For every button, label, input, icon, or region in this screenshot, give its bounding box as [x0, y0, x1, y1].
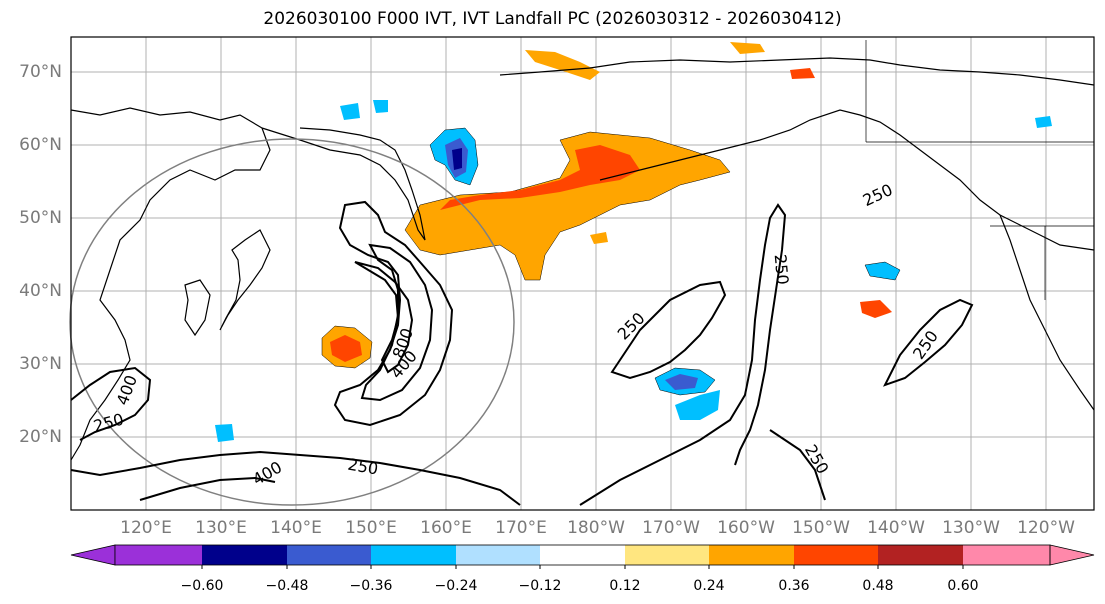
contour-southwest-loop — [70, 366, 152, 441]
colorbar-bin — [794, 545, 878, 565]
arctic-positive-strip — [525, 50, 600, 80]
colorbar-extend-low — [70, 544, 116, 566]
map-frame — [70, 36, 1095, 511]
bering-sea-core-positive — [440, 145, 640, 210]
colorbar-bin — [709, 545, 794, 565]
contour-east-pacific-loop — [883, 298, 974, 387]
lat-label: 40°N — [19, 281, 62, 301]
lon-label: 130°W — [942, 518, 1000, 538]
lon-label: 140°W — [867, 518, 925, 538]
negative-ivt-fills — [215, 100, 1052, 442]
central-pacific-negative-tail — [675, 390, 720, 420]
colorbar-tick-label: 0.12 — [609, 578, 641, 594]
lon-label: 170°E — [495, 518, 547, 538]
reference-circle — [69, 138, 515, 506]
bering-sea-positive-region — [404, 131, 731, 281]
lon-label: 160°W — [717, 518, 775, 538]
contour-central-pacific-loop — [610, 280, 727, 380]
east-asia-coastline — [70, 107, 271, 461]
colorbar-tick-label: −0.36 — [349, 578, 393, 594]
lon-label: 170°W — [642, 518, 700, 538]
colorbar-bin — [371, 545, 456, 565]
colorbar-tick-label: −0.24 — [434, 578, 478, 594]
lat-label: 30°N — [19, 354, 62, 374]
contour-japan-jet-mid — [360, 243, 434, 402]
lon-label: 160°E — [420, 518, 472, 538]
colorbar-tick-label: −0.12 — [518, 578, 562, 594]
kamchatka-negative-deep — [452, 148, 462, 170]
colorbar-extend-high — [1049, 544, 1095, 566]
colorbar-bin — [963, 545, 1050, 565]
arctic-negative-small — [340, 103, 360, 120]
colorbar-tick-label: 0.48 — [862, 578, 894, 594]
colorbar-bin — [287, 545, 371, 565]
colorbar-tick-label: 0.60 — [947, 578, 979, 594]
lon-label: 140°E — [270, 518, 322, 538]
contour-east-pacific-diagonal — [769, 429, 826, 501]
contour-japan-jet-outer — [333, 200, 454, 427]
central-pacific-negative-core — [665, 374, 698, 390]
japan-islands — [219, 229, 271, 331]
lat-label: 70°N — [19, 62, 62, 82]
lat-label: 50°N — [19, 208, 62, 228]
contour-label: 250 — [771, 253, 793, 285]
lon-label: 130°E — [195, 518, 247, 538]
kamchatka-coast — [261, 127, 426, 241]
east-pacific-positive — [860, 300, 892, 318]
colorbar-bin — [456, 545, 540, 565]
northeast-pacific-negative — [864, 261, 901, 281]
lon-label: 180°W — [567, 518, 625, 538]
ivt-contours — [70, 200, 974, 506]
colorbar-bin — [625, 545, 709, 565]
positive-ivt-fills — [321, 42, 892, 369]
colorbar-bin — [878, 545, 963, 565]
tropics-negative-small — [215, 424, 234, 442]
colorbar-bin — [202, 545, 287, 565]
arctic-positive-small — [730, 42, 765, 54]
contour-south-loop — [70, 450, 521, 506]
colorbar — [70, 544, 1095, 569]
korea-peninsula — [184, 279, 211, 337]
contour-south-inner — [139, 476, 276, 501]
colorbar-tick-label: 0.24 — [693, 578, 725, 594]
colorbar-bin — [115, 545, 202, 565]
arctic-coast — [499, 57, 1095, 86]
borders — [865, 40, 1094, 300]
chart-title: 2026030100 F000 IVT, IVT Landfall PC (20… — [263, 9, 842, 29]
colorbar-outline — [114, 544, 1051, 566]
lon-label: 120°W — [1017, 518, 1075, 538]
west-coast-america — [999, 214, 1095, 411]
colorbar-tick-label: −0.48 — [265, 578, 309, 594]
arctic-negative-small-2 — [373, 100, 388, 113]
lon-label: 120°E — [120, 518, 172, 538]
pacific-positive-blob-core — [330, 335, 362, 362]
contour-japan-jet-inner — [354, 261, 414, 374]
lon-label: 150°E — [345, 518, 397, 538]
lon-label: 150°W — [792, 518, 850, 538]
lat-label: 60°N — [19, 135, 62, 155]
lat-label: 20°N — [19, 427, 62, 447]
colorbar-bin — [540, 545, 625, 565]
arctic-negative-small-3 — [1035, 116, 1052, 128]
contour-central-pacific-long — [579, 203, 787, 506]
alaska-coast — [599, 109, 1095, 251]
coastlines — [70, 57, 1095, 461]
arctic-positive-small-2 — [790, 68, 815, 79]
colorbar-tick-label: 0.36 — [778, 578, 810, 594]
gulf-positive-small — [590, 232, 608, 244]
colorbar-tick-label: −0.60 — [180, 578, 224, 594]
